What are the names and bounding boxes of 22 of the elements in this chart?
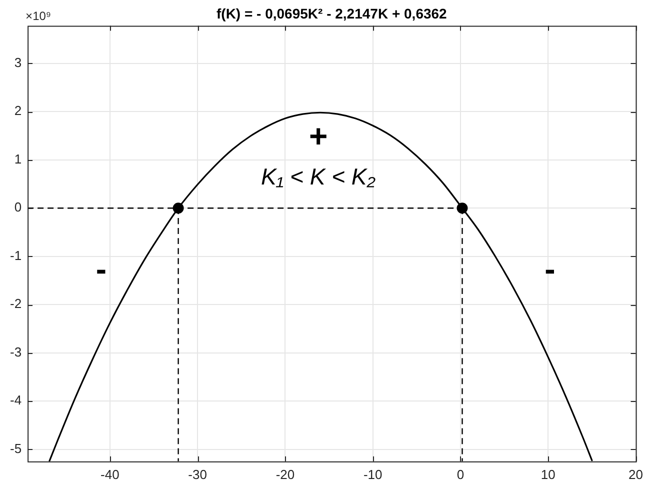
x-tick-label: 0 [456, 466, 464, 482]
y-tick-label: 1 [14, 151, 22, 166]
x-tick-label: -40 [100, 466, 120, 482]
annotation: K₁ < K < K₂ [261, 164, 376, 190]
chart-title: f(K) = - 0,0695K² - 2,2147K + 0,6362 [216, 5, 448, 22]
y-tick-label: 3 [14, 55, 22, 70]
annotation: - [544, 250, 556, 287]
y-tick-label: 2 [14, 103, 22, 118]
x-tick-label: 20 [628, 466, 644, 482]
annotation: - [96, 250, 106, 287]
annotation: + [308, 118, 328, 154]
y-tick-label: -2 [10, 296, 22, 312]
y-tick-label: -5 [10, 440, 22, 456]
text: ×10⁹ [26, 9, 52, 24]
y-tick-label: -3 [10, 344, 22, 360]
x-tick-label: -10 [363, 466, 382, 482]
y-tick-label: -4 [10, 392, 22, 408]
y-tick-label: 0 [14, 200, 22, 215]
y-tick-label: -1 [10, 248, 22, 263]
x-tick-label: -30 [188, 466, 207, 482]
x-tick-label: -20 [276, 466, 295, 482]
x-tick-label: 10 [540, 466, 556, 482]
